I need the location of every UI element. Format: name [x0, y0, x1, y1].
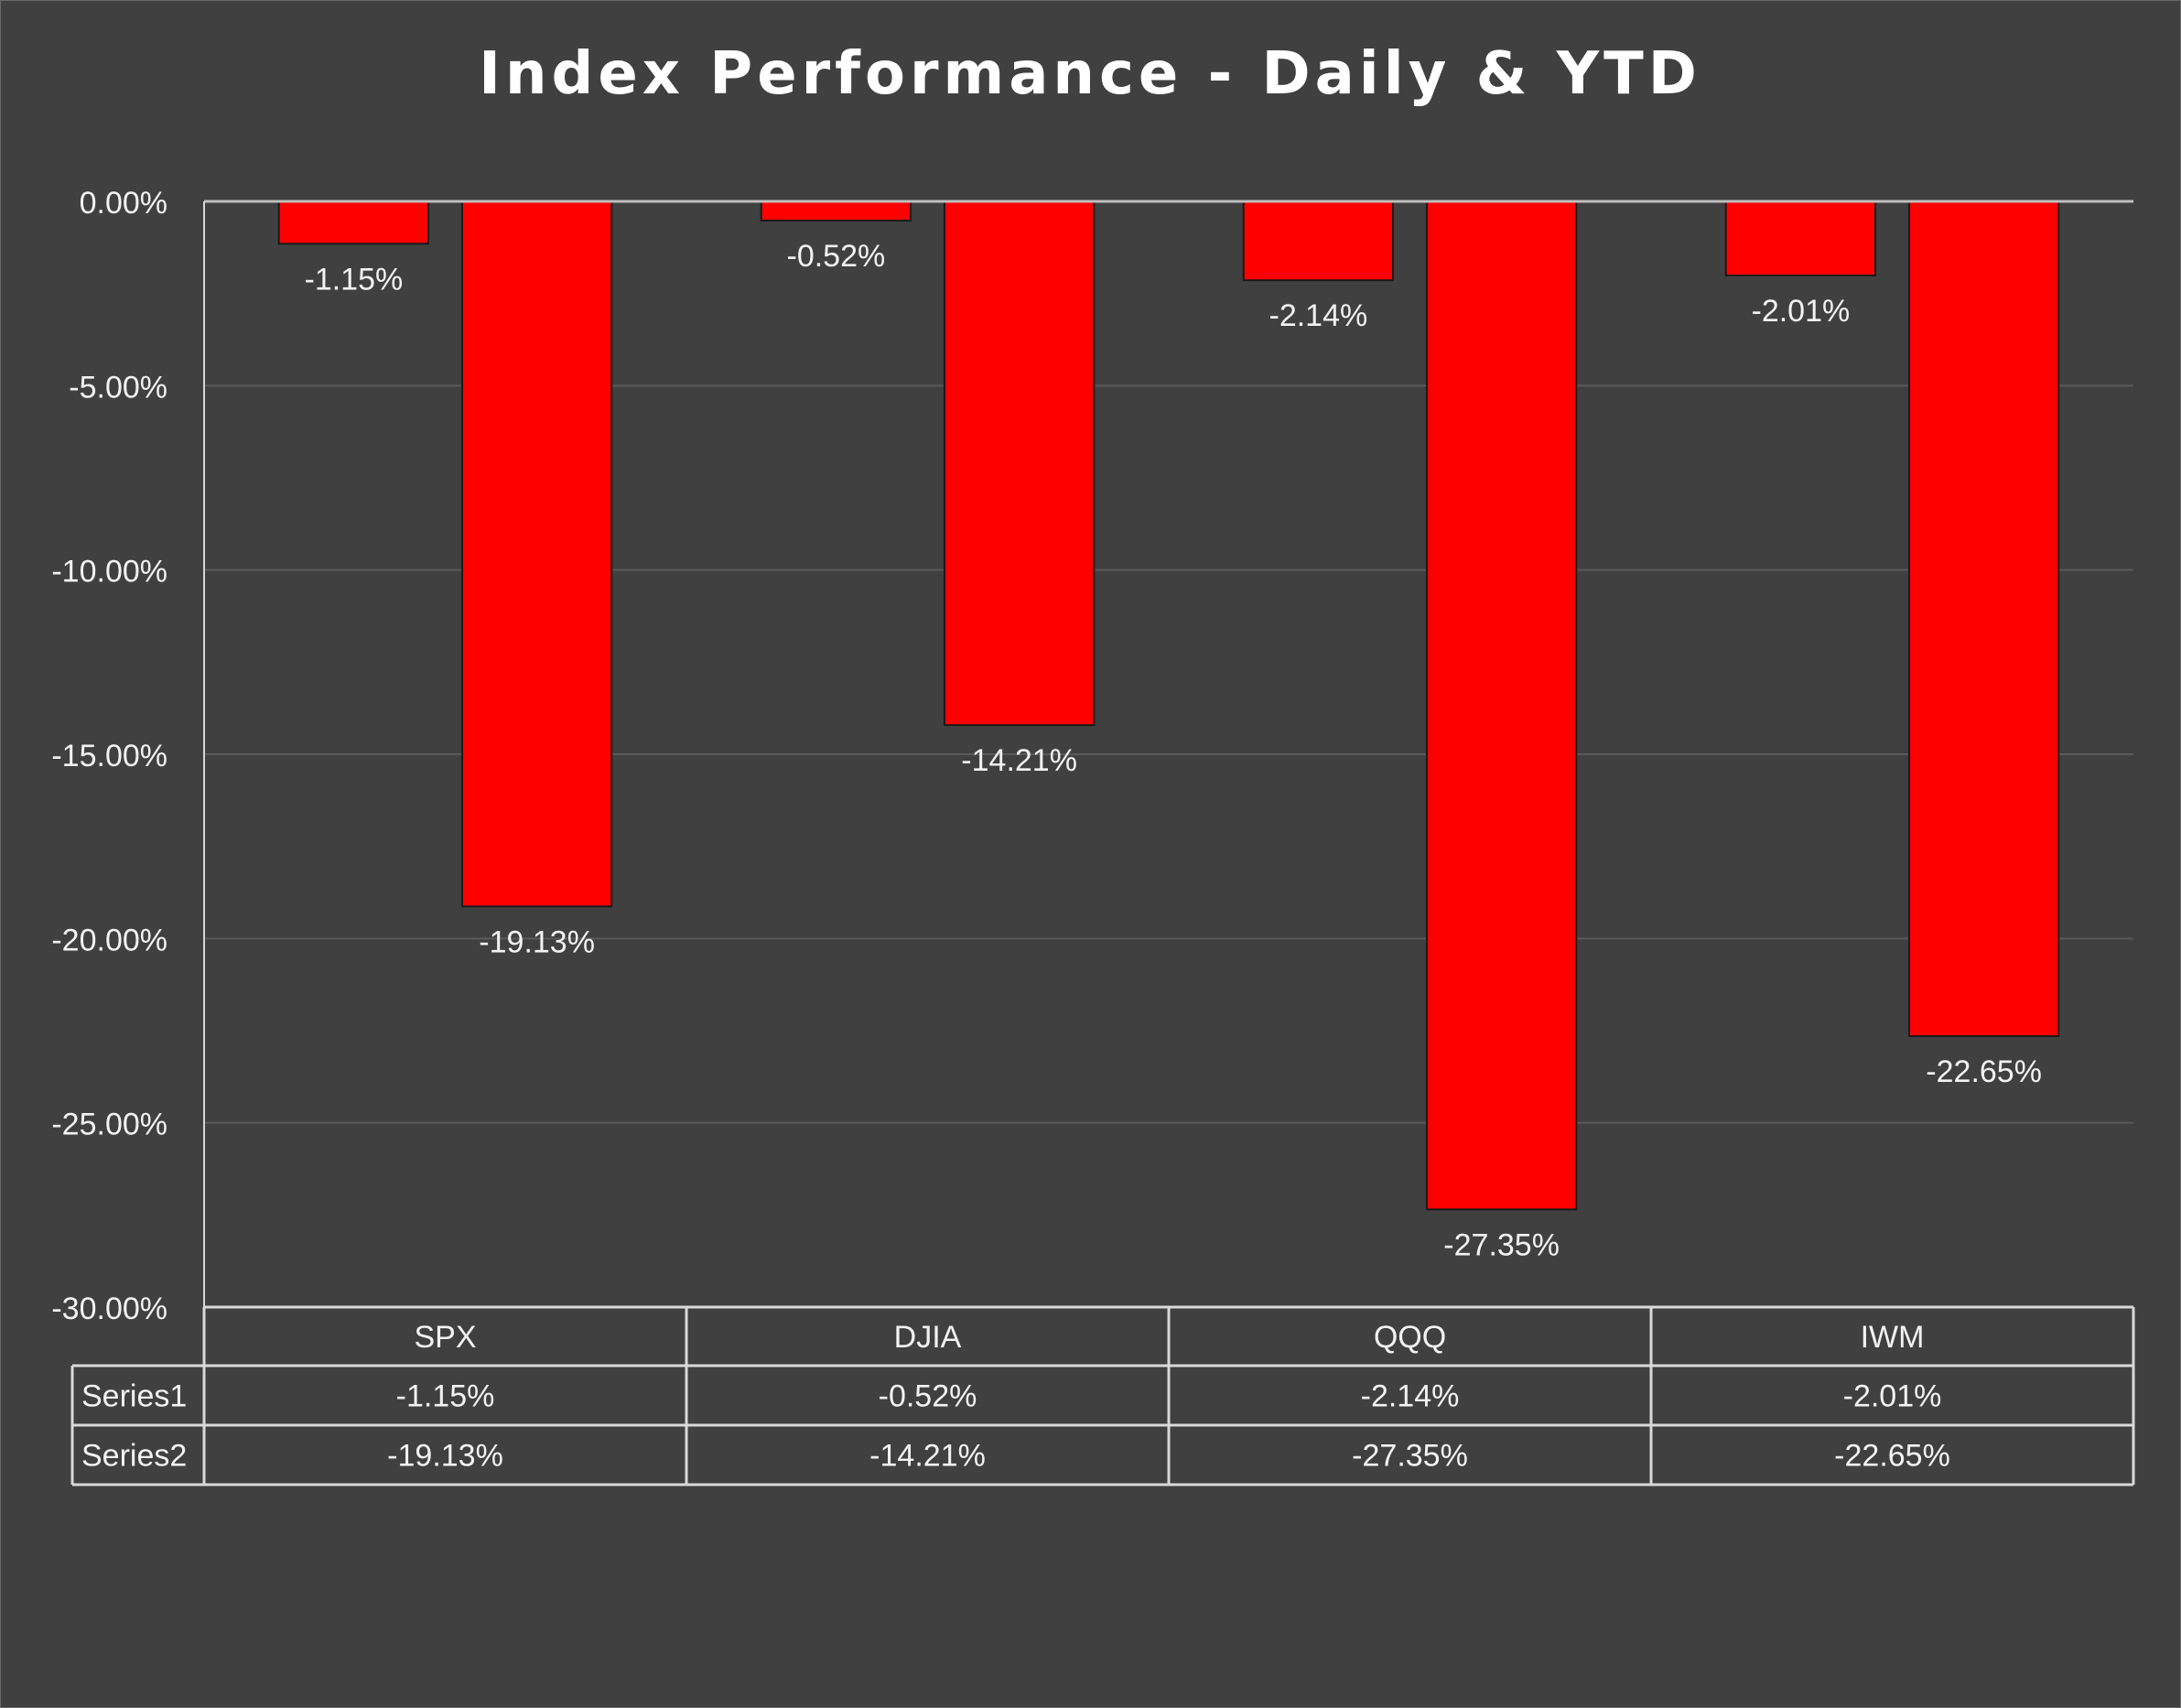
data-label: -22.65%: [1926, 1054, 2042, 1089]
data-label: -2.01%: [1752, 294, 1851, 329]
table-series-name: Series2: [81, 1439, 187, 1474]
bar: [760, 200, 912, 222]
data-label: -19.13%: [479, 924, 595, 959]
table-cell-value: -1.15%: [396, 1379, 495, 1414]
table-category-label: SPX: [414, 1320, 476, 1355]
bar: [943, 200, 1096, 727]
data-labels: -1.15% -0.52% -2.14% -2.01% -19.13% -14.21% -2…: [305, 239, 2042, 1262]
y-axis-tick-labels: 0.00% -5.00% -10.00% -15.00% -20.00% -25.00% -…: [51, 186, 167, 1326]
bar: [1242, 200, 1395, 282]
data-table: SPX DJIA QQQ IWM Series1 -1.15% -0.52% -2.14% -2…: [70, 1305, 2135, 1486]
chart-title: Index Performance - Daily & YTD: [479, 40, 1701, 108]
y-tick-label: -10.00%: [51, 555, 167, 589]
table-cell-value: -0.52%: [879, 1379, 977, 1414]
table-series-name: Series1: [81, 1379, 187, 1414]
y-tick-label: -5.00%: [69, 370, 167, 405]
table-cell-value: -14.21%: [869, 1439, 986, 1474]
axes: [203, 200, 2133, 1307]
y-tick-label: 0.00%: [80, 186, 167, 221]
table-category-label: IWM: [1861, 1320, 1925, 1355]
y-tick-label: -30.00%: [51, 1292, 167, 1326]
y-tick-label: -20.00%: [51, 923, 167, 957]
data-label: -0.52%: [787, 239, 886, 274]
data-label: -1.15%: [305, 262, 404, 297]
table-cell-value: -19.13%: [387, 1439, 503, 1474]
bar: [277, 200, 430, 245]
bar: [460, 200, 613, 908]
table-category-label: QQQ: [1374, 1320, 1446, 1355]
table-cell-value: -22.65%: [1834, 1439, 1950, 1474]
data-label: -2.14%: [1269, 298, 1368, 333]
bar: [1724, 200, 1877, 276]
bars: [277, 200, 2060, 1211]
table-cell-value: -2.14%: [1361, 1379, 1460, 1414]
data-label: -27.35%: [1443, 1227, 1560, 1262]
y-tick-label: -15.00%: [51, 739, 167, 773]
table-cell-value: -2.01%: [1843, 1379, 1942, 1414]
bar: [1425, 200, 1578, 1211]
table-cell-value: -27.35%: [1352, 1439, 1468, 1474]
table-category-label: DJIA: [894, 1320, 962, 1355]
bar: [1907, 200, 2060, 1038]
y-tick-label: -25.00%: [51, 1108, 167, 1142]
data-label: -14.21%: [961, 743, 1077, 778]
